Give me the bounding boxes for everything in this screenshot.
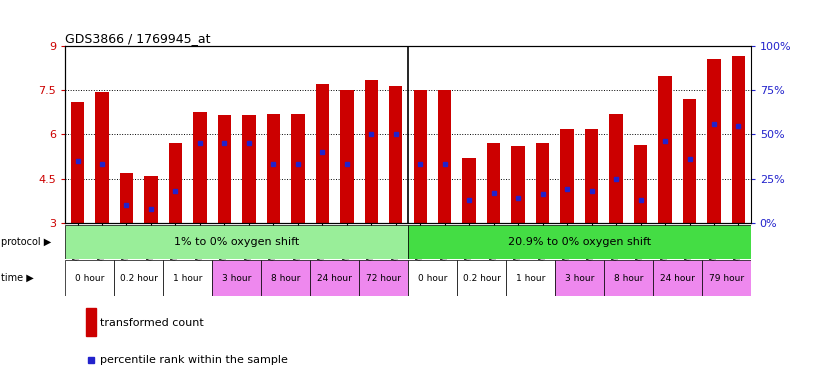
Bar [536, 143, 549, 223]
Bar [408, 225, 751, 259]
Bar [555, 260, 604, 296]
Text: 20.9% to 0% oxygen shift: 20.9% to 0% oxygen shift [508, 237, 651, 247]
Text: 8 hour: 8 hour [271, 274, 300, 283]
Text: 0 hour: 0 hour [418, 274, 447, 283]
Bar [310, 260, 359, 296]
Bar [267, 114, 280, 223]
Bar [114, 260, 163, 296]
Text: 3 hour: 3 hour [565, 274, 594, 283]
Text: 24 hour: 24 hour [317, 274, 352, 283]
Bar [95, 92, 109, 223]
Bar [457, 260, 506, 296]
Bar [506, 260, 555, 296]
Text: 72 hour: 72 hour [366, 274, 401, 283]
Text: protocol ▶: protocol ▶ [1, 237, 51, 247]
Text: percentile rank within the sample: percentile rank within the sample [100, 355, 287, 365]
Bar [218, 115, 231, 223]
Bar [291, 114, 304, 223]
Bar [169, 143, 182, 223]
Bar [604, 260, 653, 296]
Bar [561, 129, 574, 223]
Text: 24 hour: 24 hour [660, 274, 694, 283]
Bar [71, 102, 84, 223]
Bar [653, 260, 702, 296]
Bar [65, 260, 114, 296]
Bar [316, 84, 329, 223]
Text: 0 hour: 0 hour [75, 274, 104, 283]
Bar [408, 260, 457, 296]
Bar [512, 146, 525, 223]
Bar [732, 56, 745, 223]
Bar [585, 129, 598, 223]
Bar [65, 225, 408, 259]
Bar [702, 260, 751, 296]
Bar [340, 89, 353, 223]
Bar [144, 175, 157, 223]
Text: 1 hour: 1 hour [516, 274, 545, 283]
Bar [359, 260, 408, 296]
Bar [261, 260, 310, 296]
Text: transformed count: transformed count [100, 318, 203, 328]
Bar [634, 145, 647, 223]
Text: GDS3866 / 1769945_at: GDS3866 / 1769945_at [65, 32, 211, 45]
Bar [683, 99, 696, 223]
Text: time ▶: time ▶ [1, 273, 33, 283]
Bar [463, 158, 476, 223]
Bar [86, 308, 96, 336]
Bar [438, 90, 451, 223]
Bar [242, 115, 255, 223]
Bar [120, 173, 133, 223]
Bar [707, 59, 721, 223]
Bar [414, 90, 427, 223]
Bar [193, 112, 206, 223]
Text: 0.2 hour: 0.2 hour [120, 274, 157, 283]
Text: 8 hour: 8 hour [614, 274, 643, 283]
Text: 0.2 hour: 0.2 hour [463, 274, 500, 283]
Text: 1 hour: 1 hour [173, 274, 202, 283]
Bar [365, 80, 378, 223]
Text: 79 hour: 79 hour [708, 274, 744, 283]
Text: 3 hour: 3 hour [222, 274, 251, 283]
Bar [610, 114, 623, 223]
Text: 1% to 0% oxygen shift: 1% to 0% oxygen shift [174, 237, 299, 247]
Bar [163, 260, 212, 296]
Bar [212, 260, 261, 296]
Bar [389, 86, 402, 223]
Bar [487, 143, 500, 223]
Bar [659, 76, 672, 223]
